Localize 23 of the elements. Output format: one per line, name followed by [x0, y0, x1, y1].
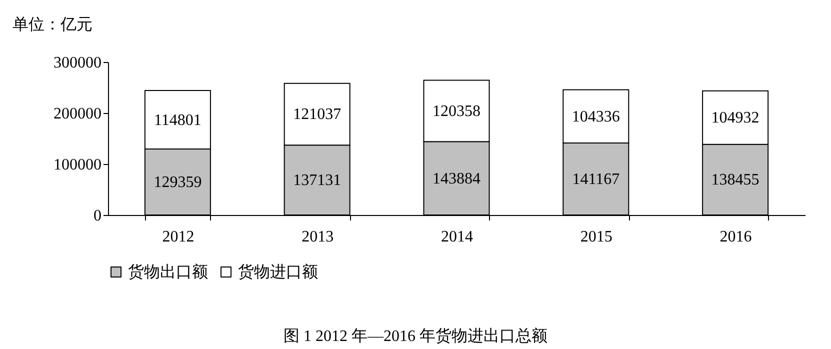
x-tick-label: 2013: [302, 228, 334, 246]
data-label: 104932: [711, 110, 760, 127]
data-label: 120358: [432, 102, 480, 120]
data-label: 138455: [711, 172, 760, 189]
y-tick-label: 300000: [54, 54, 102, 72]
data-label: 121037: [293, 106, 342, 124]
data-label: 114801: [154, 112, 202, 129]
legend-label: 货物出口额: [128, 263, 208, 281]
data-label: 141167: [572, 171, 620, 188]
x-tick-label: 2012: [162, 228, 194, 246]
legend-label: 货物进口额: [238, 263, 318, 281]
x-tick-label: 2015: [580, 228, 612, 246]
text: 图 1 2012 年—2016 年货物进出口总额: [282, 326, 548, 347]
y-tick-label: 0: [94, 208, 102, 224]
x-tick-label: 2016: [720, 228, 752, 246]
data-label: 143884: [432, 170, 480, 188]
y-axis-title: 单位：亿元: [12, 16, 92, 34]
y-tick-label: 100000: [54, 156, 102, 174]
data-label: 129359: [154, 174, 202, 192]
data-label: 104336: [572, 108, 620, 126]
data-label: 137131: [293, 172, 342, 190]
x-tick-label: 2014: [441, 228, 473, 246]
y-tick-label: 200000: [54, 106, 102, 122]
